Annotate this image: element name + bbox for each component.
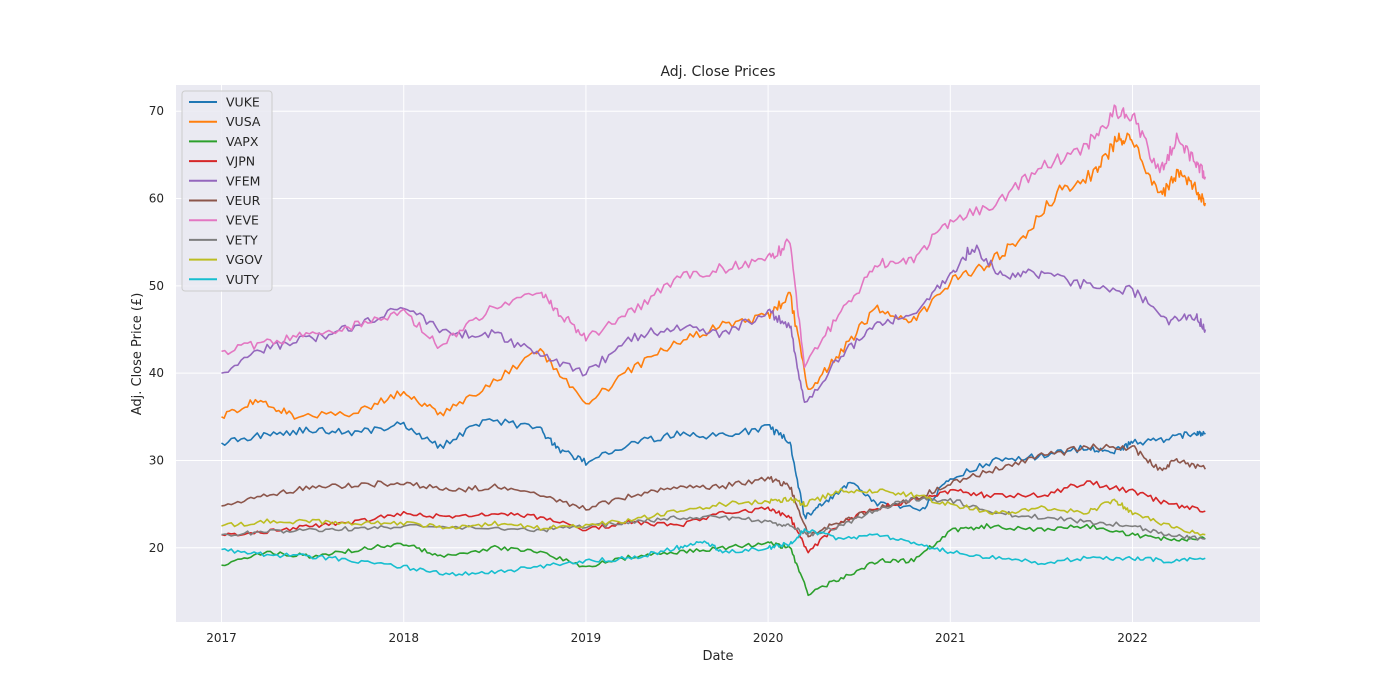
plot-area (176, 85, 1260, 622)
series-line-veve (221, 104, 1207, 369)
x-tick-label: 2021 (935, 631, 966, 645)
y-tick-label: 70 (149, 104, 164, 118)
x-tick-label: 2018 (388, 631, 419, 645)
legend-label: VEUR (226, 193, 261, 208)
series-line-vuty (221, 528, 1206, 577)
y-tick-label: 30 (149, 453, 164, 467)
x-tick-label: 2019 (571, 631, 602, 645)
chart-title: Adj. Close Prices (660, 64, 775, 80)
series-layer (221, 104, 1207, 597)
legend-label: VEVE (226, 213, 259, 228)
legend-label: VETY (226, 232, 258, 247)
legend-label: VJPN (226, 154, 255, 169)
series-line-vgov (221, 487, 1206, 536)
legend-label: VUSA (226, 114, 261, 129)
legend-label: VUKE (226, 95, 260, 110)
series-line-veur (221, 443, 1207, 538)
x-axis-ticks: 2017 2018 2019 2020 2021 2022 (206, 631, 1147, 645)
x-axis-title: Date (702, 649, 733, 664)
legend-label: VGOV (226, 252, 263, 267)
series-line-vfem (221, 244, 1207, 403)
series-line-vjpn (221, 480, 1206, 554)
y-axis-ticks: 20 30 40 50 60 70 (149, 104, 164, 555)
legend-label: VFEM (226, 173, 260, 188)
y-axis-title: Adj. Close Price (£) (130, 293, 145, 416)
legend: VUKE VUSA VAPX VJPN VFEM VEUR VEVE VETY VGOV VUTY (181, 90, 273, 292)
series-line-vety (221, 496, 1206, 541)
y-tick-label: 60 (149, 192, 164, 206)
series-line-vuke (221, 418, 1206, 520)
legend-label: VUTY (226, 272, 259, 287)
x-tick-label: 2022 (1117, 631, 1148, 645)
x-tick-label: 2017 (206, 631, 237, 645)
y-tick-label: 50 (149, 279, 164, 293)
x-tick-label: 2020 (753, 631, 784, 645)
series-line-vapx (221, 523, 1206, 597)
y-tick-label: 40 (149, 366, 164, 380)
legend-label: VAPX (226, 134, 259, 149)
y-tick-label: 20 (149, 541, 164, 555)
series-line-vusa (221, 132, 1207, 420)
